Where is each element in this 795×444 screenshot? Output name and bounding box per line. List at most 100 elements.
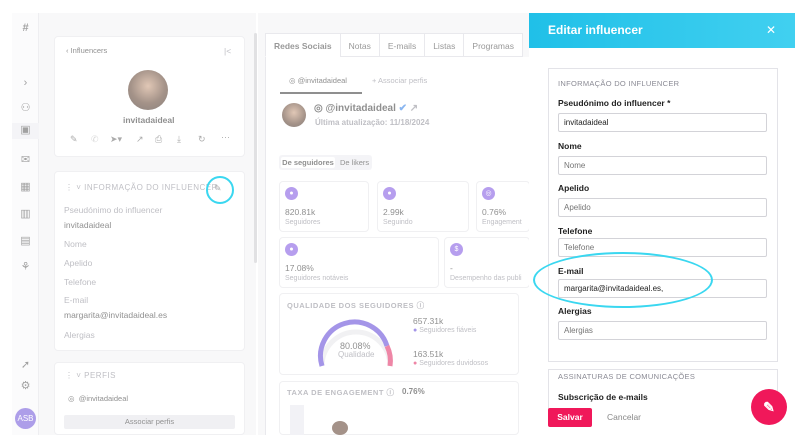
- real-value: 657.31k: [413, 316, 444, 326]
- calendar-icon[interactable]: ▦: [20, 181, 31, 193]
- share-icon[interactable]: ↗: [136, 134, 144, 144]
- quality-gauge: [318, 319, 393, 367]
- quality-pct: 80.08%: [340, 341, 371, 351]
- notable-icon: ●: [285, 243, 298, 256]
- tab-redes-sociais[interactable]: Redes Sociais: [265, 33, 341, 57]
- mail-icon[interactable]: ✉: [20, 154, 31, 166]
- drawer-title: Editar influencer: [548, 23, 643, 37]
- field-value: margarita@invitadaideal.es: [64, 310, 168, 320]
- profile-handle: ◎ @invitadaideal ✔ ↗: [314, 103, 419, 114]
- engagement-title: TAXA DE ENGAGEMENT ⓘ: [287, 388, 395, 397]
- pseudo-label: Pseudónimo do influencer *: [558, 98, 671, 108]
- subs-label: Subscrição de e-mails: [558, 392, 648, 402]
- settings-icon[interactable]: ⚙: [20, 380, 31, 392]
- download-icon[interactable]: ⤓: [177, 134, 181, 144]
- alergias-label: Alergias: [558, 306, 592, 316]
- quality-label: Qualidade: [338, 350, 375, 359]
- following-icon: ●: [383, 187, 396, 200]
- stat-value: 820.81k: [285, 207, 316, 217]
- toggle-likers[interactable]: De likers: [340, 158, 370, 167]
- toggle-seguidores[interactable]: De seguidores: [281, 157, 335, 168]
- chart-icon[interactable]: ▥: [20, 208, 31, 220]
- user-avatar[interactable]: ASB: [15, 408, 36, 429]
- print-icon[interactable]: ⎙: [155, 134, 163, 144]
- cancel-button[interactable]: Cancelar: [607, 412, 642, 422]
- tab-listas[interactable]: Listas: [424, 33, 465, 57]
- stat-value: 2.99k: [383, 207, 404, 217]
- tab-programas[interactable]: Programas: [463, 33, 523, 57]
- stat-value: 0.76%: [482, 207, 507, 217]
- engagement-card: [279, 381, 519, 435]
- users-icon[interactable]: ⚇: [20, 102, 31, 114]
- pseudo-input[interactable]: [558, 113, 767, 132]
- close-icon[interactable]: ✕: [766, 23, 777, 37]
- edit-icon[interactable]: ✎: [70, 134, 78, 144]
- field-label: Nome: [64, 239, 87, 249]
- save-button[interactable]: Salvar: [548, 408, 592, 427]
- refresh-icon[interactable]: ↻: [198, 134, 206, 144]
- dollar-icon: $: [450, 243, 463, 256]
- real-label: ● Seguidores fiáveis: [413, 327, 477, 334]
- apelido-label: Apelido: [558, 183, 590, 193]
- quality-title: QUALIDADE DOS SEGUIDORES ⓘ: [287, 301, 425, 310]
- subtab-profile[interactable]: ◎ @invitadaideal: [289, 76, 347, 85]
- stat-label: Seguindo: [383, 219, 413, 226]
- perfis-title[interactable]: ⋮ ˅ PERFIS: [65, 371, 117, 380]
- drawer-section-title: INFORMAÇÃO DO INFLUENCER: [558, 79, 680, 88]
- stat-value: 17.08%: [285, 263, 314, 273]
- collapse-icon[interactable]: |<: [224, 46, 232, 56]
- back-link[interactable]: ‹ Influencers: [66, 46, 108, 55]
- nome-label: Nome: [558, 141, 582, 151]
- drawer-section2-title: ASSINATURAS DE COMUNICAÇÕES: [558, 372, 696, 381]
- field-label: Telefone: [64, 277, 97, 287]
- highlight-circle: [206, 176, 234, 204]
- alergias-input[interactable]: [558, 321, 767, 340]
- engagement-bar: [290, 405, 304, 435]
- edit-drawer: Editar influencer ✕: [529, 13, 795, 444]
- followers-icon: ●: [285, 187, 298, 200]
- post-thumb: [332, 421, 348, 435]
- tab-emails[interactable]: E-mails: [378, 33, 426, 57]
- perfis-handle[interactable]: ◎ @invitadaideal: [68, 394, 129, 403]
- send-icon[interactable]: ➤▾: [110, 134, 123, 144]
- stat-label: Seguidores notáveis: [285, 275, 349, 282]
- profile-name: invitadaideal: [123, 115, 175, 125]
- drawer-header: Editar influencer ✕: [529, 13, 795, 48]
- info-section-title[interactable]: ⋮ ˅ INFORMAÇÃO DO INFLUENCER: [65, 183, 218, 192]
- fake-value: 163.51k: [413, 349, 444, 359]
- more-icon[interactable]: ···: [221, 132, 230, 142]
- drawer-info-card: [548, 68, 778, 362]
- tab-bar: Redes Sociais Notas E-mails Listas Progr…: [265, 33, 523, 57]
- app-sidebar: # › ⚇ ▣ ✉ ▦ ▥ ▤ ⚘ ➚ ⚙ ASB: [12, 13, 39, 435]
- network-icon[interactable]: ⚘: [20, 261, 31, 273]
- stat-label: Engagement: [482, 219, 522, 226]
- engagement-value: 0.76%: [402, 387, 425, 396]
- associar-perfis-button[interactable]: Associar perfis: [64, 415, 235, 429]
- scrollbar[interactable]: [254, 33, 257, 263]
- contacts-icon[interactable]: ▣: [12, 123, 39, 139]
- associar-perfis-link[interactable]: + Associar perfis: [372, 76, 428, 85]
- stat-value: -: [450, 263, 453, 273]
- expand-icon[interactable]: ›: [23, 77, 28, 89]
- tab-notas[interactable]: Notas: [339, 33, 380, 57]
- highlight-ellipse: [533, 252, 713, 308]
- wallet-icon[interactable]: ▤: [20, 235, 31, 247]
- nome-input[interactable]: [558, 156, 767, 175]
- rocket-icon[interactable]: ➚: [20, 359, 31, 371]
- profile-avatar: [128, 70, 168, 110]
- stat-label: Desempenho das publi: [450, 275, 522, 282]
- phone-icon[interactable]: ✆: [91, 134, 99, 144]
- telefone-label: Telefone: [558, 226, 593, 236]
- stat-card: [279, 237, 439, 288]
- chat-button[interactable]: ✎: [751, 389, 787, 425]
- last-update: Última atualização: 11/18/2024: [315, 118, 430, 127]
- field-label: Pseudónimo do influencer: [64, 205, 163, 215]
- stat-label: Seguidores: [285, 219, 321, 226]
- field-label: Alergias: [64, 330, 95, 340]
- field-label: E-mail: [64, 295, 89, 305]
- field-value: invitadaideal: [64, 220, 112, 230]
- logo[interactable]: #: [22, 22, 29, 34]
- apelido-input[interactable]: [558, 198, 767, 217]
- profile-thumb: [282, 103, 306, 127]
- fake-label: ● Seguidores duvidosos: [413, 360, 489, 367]
